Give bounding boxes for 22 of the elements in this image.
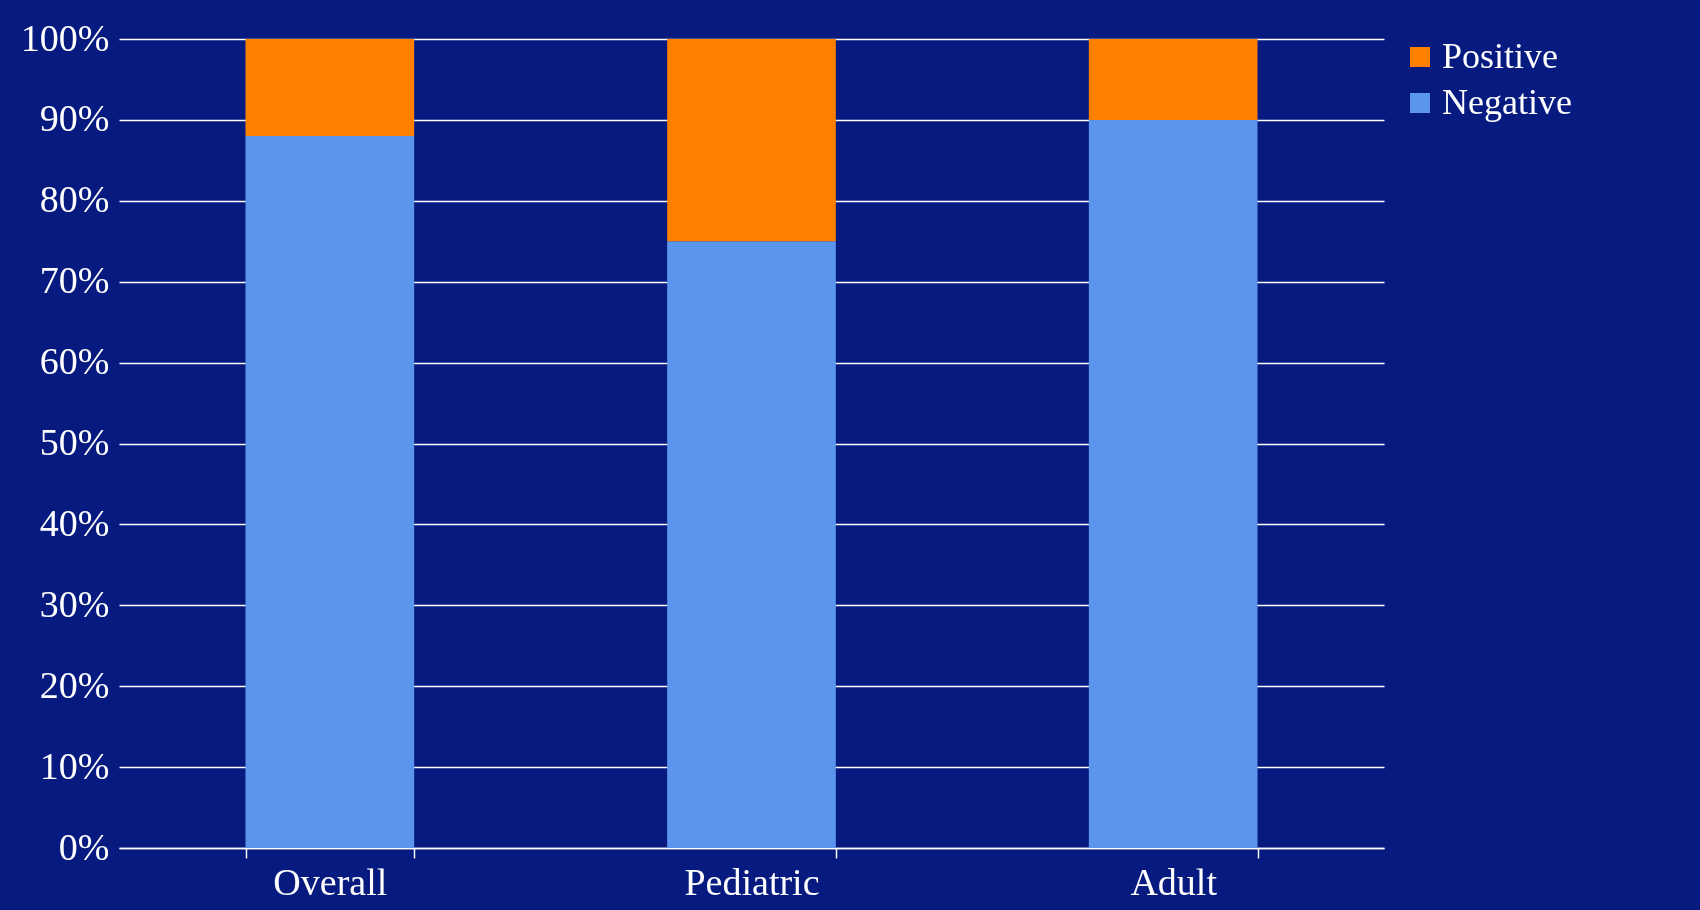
legend-label: Negative (1442, 82, 1572, 122)
x-tick-label: Pediatric (684, 860, 820, 903)
y-tick-label: 20% (39, 663, 110, 706)
bar (667, 39, 836, 242)
y-tick-label: 90% (39, 97, 110, 140)
y-tick-label: 30% (39, 582, 110, 625)
y-tick-label: 100% (20, 16, 110, 59)
x-tick-label: Adult (1130, 860, 1218, 903)
bar (245, 136, 415, 848)
y-tick-label: 10% (39, 744, 110, 787)
bar (1088, 119, 1258, 848)
bar (1088, 39, 1258, 120)
bar (667, 241, 836, 848)
y-tick-label: 0% (58, 825, 110, 868)
bar (245, 39, 415, 137)
x-tick-label: Overall (273, 860, 388, 903)
legend-label: Positive (1442, 36, 1559, 76)
y-tick-label: 50% (39, 421, 110, 463)
y-tick-label: 80% (39, 178, 110, 221)
y-tick-label: 70% (39, 259, 110, 302)
y-tick-label: 60% (39, 340, 110, 383)
y-tick-label: 40% (39, 501, 110, 544)
